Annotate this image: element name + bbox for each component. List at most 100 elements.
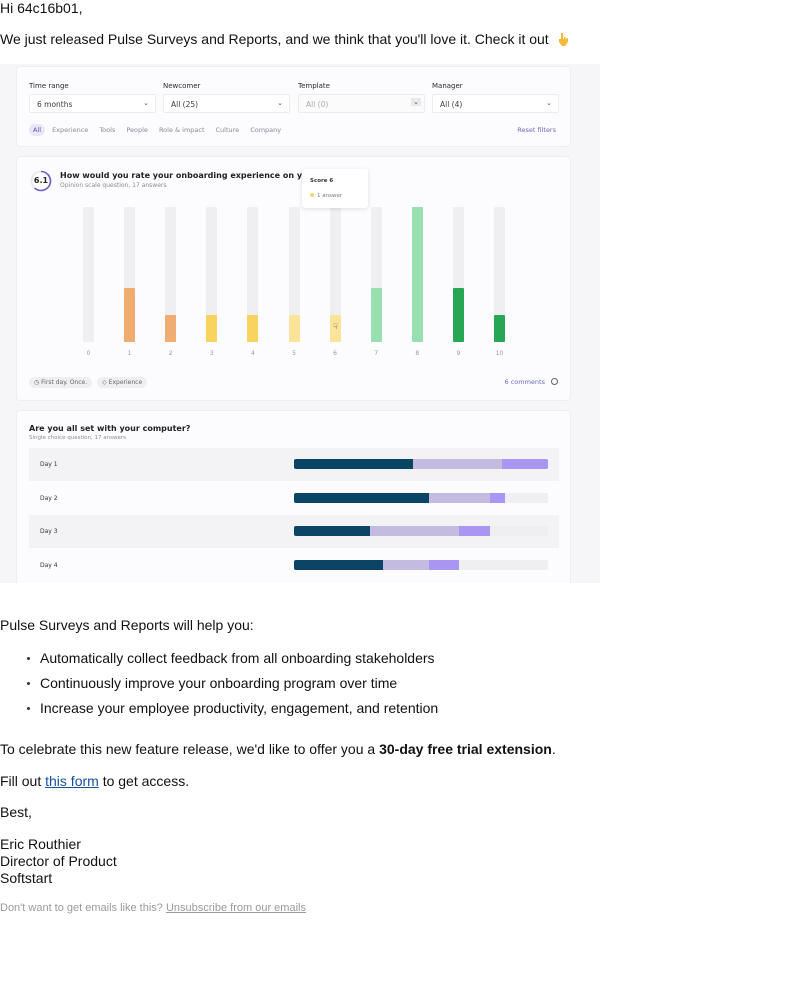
bar-label: 1 <box>127 350 132 357</box>
tab-tools[interactable]: Tools <box>99 126 116 134</box>
table-row: Day 4 <box>29 549 559 582</box>
bar-track <box>452 207 464 342</box>
single-question-subtitle: Single choice question, 17 answers <box>29 435 126 441</box>
bar-segment-option-2 <box>370 526 460 536</box>
bar-segment-option-3 <box>459 526 490 536</box>
pointing-down-hand-icon <box>556 32 570 46</box>
form-link[interactable]: this form <box>45 773 99 789</box>
signature-company: Softstart <box>0 870 53 886</box>
bar-track <box>206 207 218 342</box>
list-item: Continuously improve your onboarding pro… <box>26 675 438 700</box>
tab-company[interactable]: Company <box>250 126 282 134</box>
benefits-list: Automatically collect feedback from all … <box>0 650 438 725</box>
tag-category[interactable]: ◇ Experience <box>97 377 148 388</box>
greeting: Hi 64c16b01, <box>0 0 83 16</box>
stacked-bar[interactable] <box>294 459 548 469</box>
unsubscribe-link[interactable]: Unsubscribe from our emails <box>165 902 306 914</box>
offer-prefix: To celebrate this new feature release, w… <box>0 741 380 757</box>
day-label: Day 4 <box>40 562 58 569</box>
score-bar-chart: 0 1 2 3 4 5 6 7 8 9 10 <box>17 157 570 400</box>
tag-frequency[interactable]: ◷ First day. Once. <box>29 377 93 388</box>
newcomer-select[interactable]: All (25) ⌄ <box>163 94 290 113</box>
bar-label: 0 <box>86 350 91 357</box>
table-row: Day 3 <box>29 515 559 548</box>
help-intro: Pulse Surveys and Reports will help you: <box>0 617 254 633</box>
stacked-bar[interactable] <box>294 526 548 536</box>
comments-count: 6 comments <box>504 378 545 386</box>
bar-track <box>370 207 382 342</box>
tag-frequency-label: First day. Once. <box>41 379 88 386</box>
tag-category-label: Experience <box>108 379 143 386</box>
manager-select[interactable]: All (4) ⌄ <box>432 94 559 113</box>
bar-track <box>411 207 423 342</box>
bar-segment-option-3 <box>502 459 548 469</box>
fill-form-text: Fill out this form to get access. <box>0 773 189 789</box>
tab-role-impact[interactable]: Role & impact <box>158 126 205 134</box>
template-value: All (0) <box>306 100 329 109</box>
question-title: How would you rate your onboarding exper… <box>60 171 303 180</box>
list-item: Increase your employee productivity, eng… <box>26 700 438 725</box>
bar-track <box>247 207 259 342</box>
bar-label: 7 <box>374 350 379 357</box>
bar-fill <box>206 315 218 342</box>
template-select[interactable]: All (0) ⌄ <box>298 94 425 113</box>
fill-suffix: to get access. <box>98 773 190 789</box>
bar-fill <box>124 288 136 342</box>
closing: Best, <box>0 804 32 820</box>
reset-filters-link[interactable]: Reset filters <box>517 126 556 134</box>
question-tags: ◷ First day. Once. ◇ Experience <box>29 377 148 388</box>
tooltip-row-text: 1 answer <box>317 193 343 199</box>
tab-experience[interactable]: Experience <box>52 126 89 134</box>
chevron-down-icon: ⌄ <box>546 99 552 107</box>
bar-fill <box>452 288 464 342</box>
time-range-label: Time range <box>29 82 69 90</box>
intro-text: We just released Pulse Surveys and Repor… <box>0 31 570 47</box>
tab-culture[interactable]: Culture <box>215 126 240 134</box>
single-question-title: Are you all set with your computer? <box>29 424 191 433</box>
manager-label: Manager <box>432 82 463 90</box>
tag-icon: ◇ <box>102 379 107 386</box>
bar-fill <box>165 315 177 342</box>
bar-label: 5 <box>292 350 296 357</box>
intro-label: We just released Pulse Surveys and Repor… <box>0 31 549 47</box>
bar-fill <box>329 315 341 342</box>
bar-segment-option-2 <box>413 459 503 469</box>
bar-segment-option-1 <box>294 459 414 469</box>
bar-track <box>124 207 136 342</box>
bar-segment-option-3 <box>489 493 505 503</box>
bar-segment-option-2 <box>382 560 429 570</box>
tooltip-title: Score 6 <box>310 178 334 184</box>
tab-all[interactable]: All <box>29 124 46 136</box>
time-range-select[interactable]: 6 months ⌄ <box>29 94 156 113</box>
score-ring: 6.1 <box>30 170 52 192</box>
score-ring-icon <box>30 170 52 192</box>
unsubscribe-footer: Don't want to get emails like this? Unsu… <box>0 902 306 915</box>
bar-fill <box>247 315 259 342</box>
single-choice-card: Are you all set with your computer? Sing… <box>17 411 570 583</box>
stacked-bar[interactable] <box>294 493 548 503</box>
bar-segment-option-2 <box>428 493 490 503</box>
offer-text: To celebrate this new feature release, w… <box>0 741 556 757</box>
score-value: 6.1 <box>33 176 49 185</box>
bar-fill <box>370 288 382 342</box>
footer-prefix: Don't want to get emails like this? <box>0 902 166 914</box>
table-row: Day 2 <box>29 482 559 515</box>
bar-segment-option-1 <box>294 526 371 536</box>
stacked-bar[interactable] <box>294 560 548 570</box>
bar-segment-option-1 <box>294 560 383 570</box>
newcomer-label: Newcomer <box>163 82 201 90</box>
bar-fill <box>494 315 505 342</box>
offer-suffix: . <box>551 741 556 757</box>
filters-panel: Time range 6 months ⌄ Newcomer All (25) … <box>17 67 570 146</box>
bar-label: 10 <box>495 350 504 357</box>
tab-people[interactable]: People <box>126 126 148 134</box>
fill-prefix: Fill out <box>0 773 46 789</box>
day-label: Day 2 <box>40 495 58 502</box>
chevron-down-icon: ⌄ <box>277 99 283 107</box>
comments-link[interactable]: 6 comments <box>505 378 558 386</box>
score-tooltip: Score 6 1 answer <box>302 169 368 208</box>
list-item: Automatically collect feedback from all … <box>26 650 438 675</box>
bar-label: 9 <box>456 350 461 357</box>
bar-label: 6 <box>333 350 337 357</box>
bar-track <box>494 207 505 342</box>
